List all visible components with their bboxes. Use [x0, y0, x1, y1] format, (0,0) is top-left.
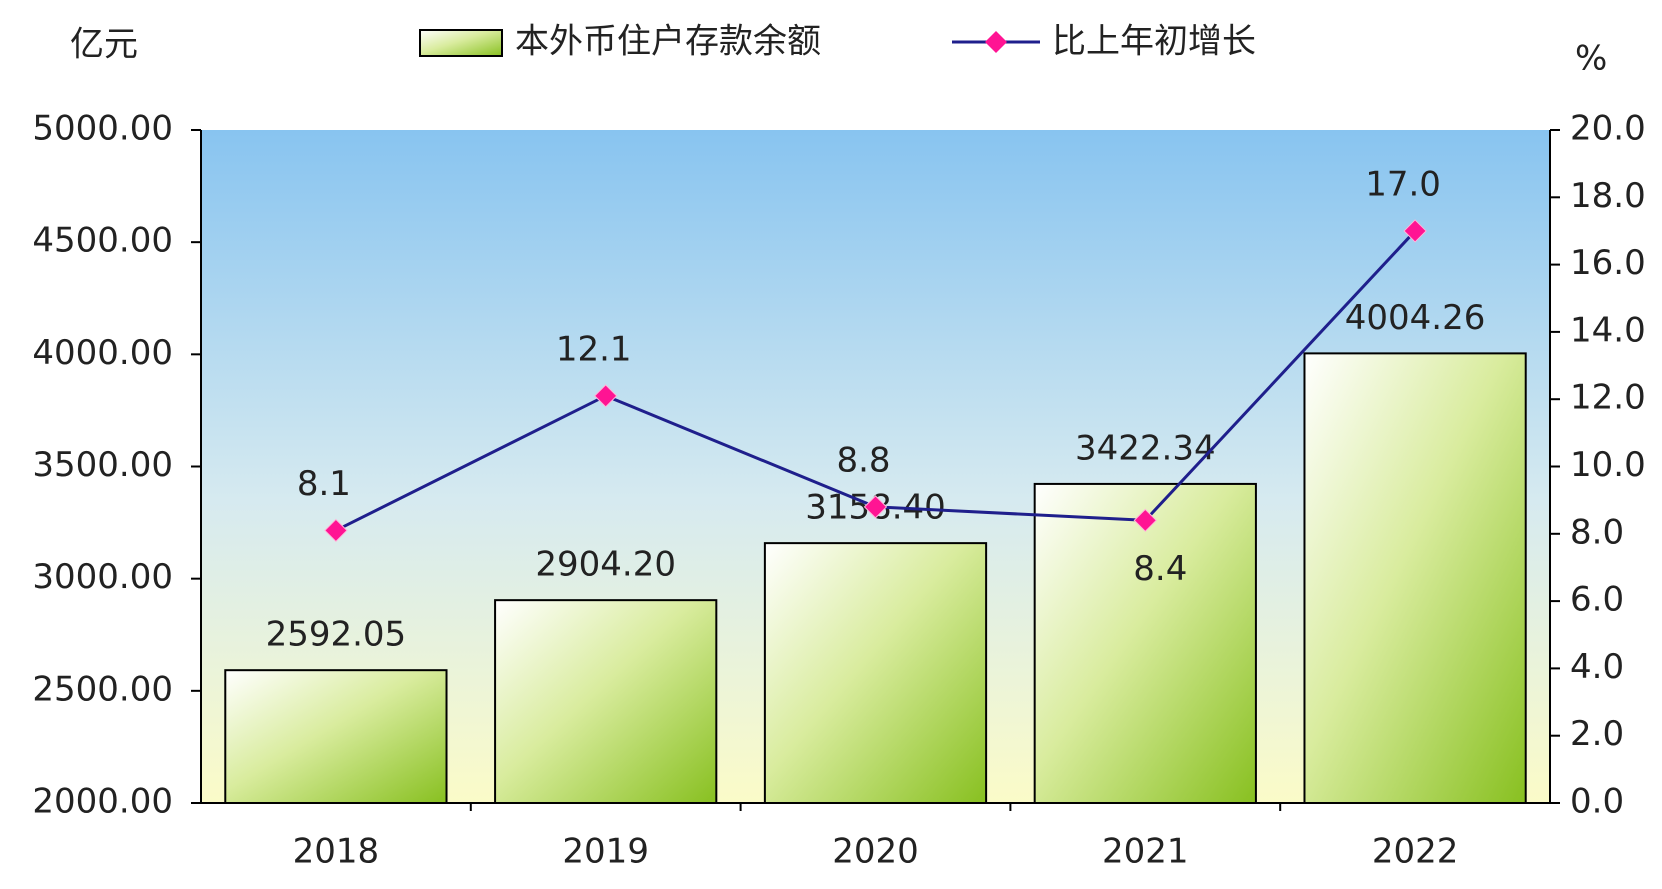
y2-tick-label: 10.0 — [1570, 445, 1646, 485]
y-axis-unit: 亿元 — [70, 25, 138, 65]
legend-label: 比上年初增长 — [1052, 22, 1256, 62]
y2-tick-label: 18.0 — [1570, 176, 1646, 216]
bar — [763, 542, 988, 804]
y2-tick-label: 2.0 — [1570, 714, 1624, 754]
y-tick-label: 4500.00 — [32, 221, 173, 261]
bar-value-label: 2592.05 — [266, 615, 407, 655]
y2-tick-label: 14.0 — [1570, 310, 1646, 350]
line-value-label: 12.1 — [556, 329, 632, 369]
bar-value-label: 3422.34 — [1075, 428, 1216, 468]
x-tick-label: 2022 — [1372, 832, 1459, 872]
legend-label: 本外币住户存款余额 — [515, 22, 821, 62]
line-value-label: 8.1 — [297, 464, 351, 504]
marker — [863, 495, 888, 519]
y-tick-label: 3500.00 — [32, 445, 173, 485]
y-tick-label: 5000.00 — [32, 109, 173, 149]
line-value-label: 8.4 — [1133, 549, 1187, 589]
legend-marker — [985, 31, 1007, 53]
legend-swatch — [419, 29, 503, 57]
marker — [593, 384, 618, 408]
bar — [494, 599, 718, 804]
y2-axis-unit: % — [1575, 39, 1607, 79]
marker — [1133, 508, 1158, 533]
bar-value-label: 4004.26 — [1345, 298, 1486, 338]
y-tick-label: 3000.00 — [32, 557, 173, 597]
y-tick-label: 2500.00 — [32, 669, 173, 709]
bar — [224, 669, 448, 805]
y2-tick-label: 8.0 — [1570, 512, 1624, 552]
x-tick-label: 2020 — [832, 832, 919, 872]
y2-tick-label: 6.0 — [1570, 580, 1624, 620]
y2-tick-label: 0.0 — [1570, 782, 1624, 822]
x-tick-label: 2019 — [562, 832, 649, 872]
y2-tick-label: 16.0 — [1570, 243, 1646, 283]
line-value-label: 17.0 — [1365, 164, 1441, 204]
x-tick-label: 2018 — [293, 832, 380, 872]
y2-tick-label: 12.0 — [1570, 378, 1646, 418]
line-value-label: 8.8 — [836, 440, 890, 480]
bar — [1033, 482, 1257, 804]
y-tick-label: 2000.00 — [32, 782, 173, 822]
bar-value-label: 2904.20 — [535, 545, 676, 585]
y-tick-label: 4000.00 — [32, 333, 173, 373]
marker — [324, 518, 348, 543]
x-tick-label: 2021 — [1102, 832, 1189, 872]
bar — [1303, 352, 1527, 804]
y2-tick-label: 4.0 — [1570, 647, 1624, 687]
marker — [1403, 219, 1427, 243]
y2-tick-label: 20.0 — [1570, 109, 1646, 149]
